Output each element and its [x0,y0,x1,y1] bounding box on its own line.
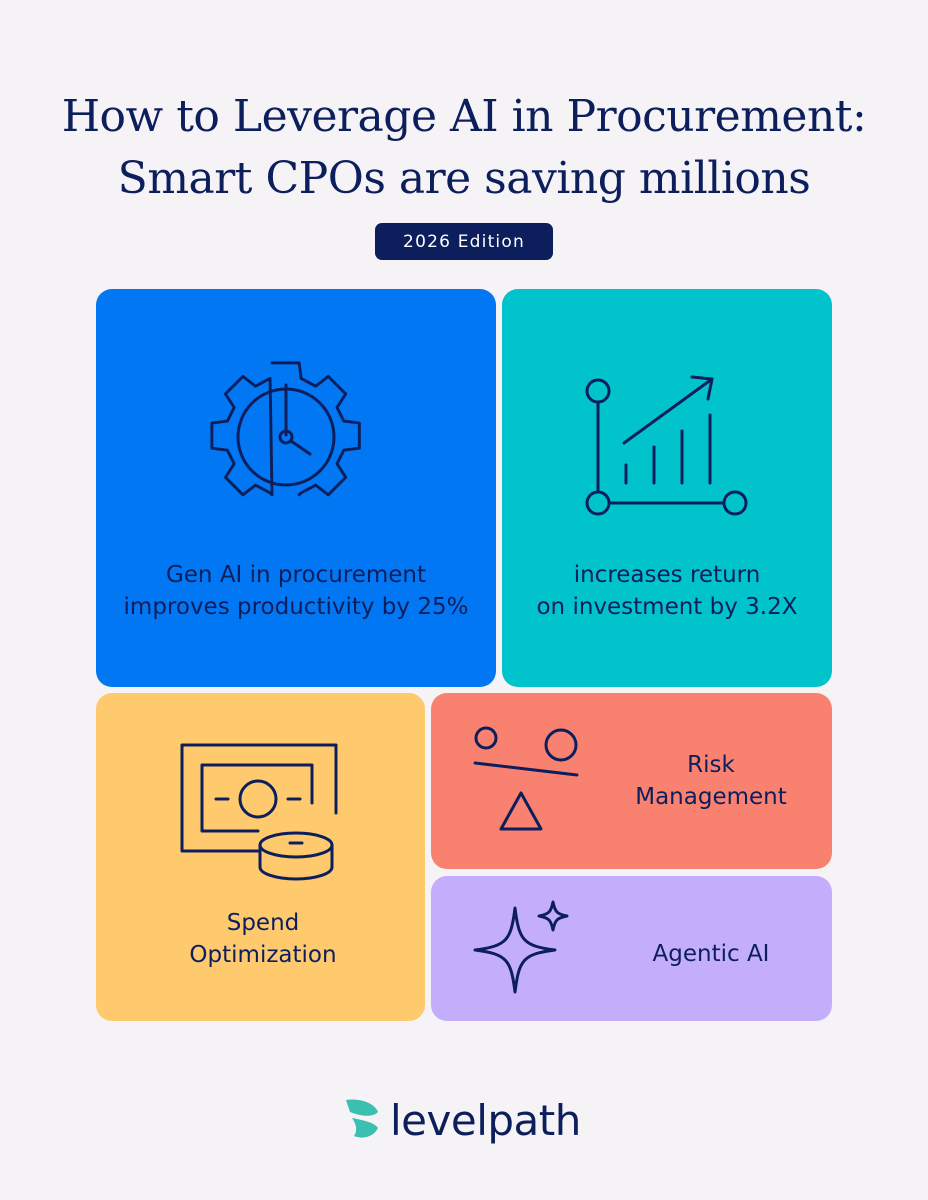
roi-card: increases return on investment by 3.2X [502,289,832,687]
risk-card: Risk Management [431,693,832,869]
productivity-card: Gen AI in procurement improves productiv… [96,289,496,687]
edition-badge: 2026 Edition [375,223,553,260]
page-title: How to Leverage AI in Procurement: Smart… [0,86,928,210]
logo-wordmark: levelpath [390,1095,581,1145]
roi-line-2: on investment by 3.2X [536,594,798,620]
levelpath-logo-icon [344,1096,382,1145]
agentic-text: Agentic AI [652,941,770,967]
growth-chart-icon [580,371,760,521]
productivity-line-1: Gen AI in procurement [165,562,427,588]
money-coins-icon [178,741,348,891]
title-line-2: Smart CPOs are saving millions [117,153,811,204]
productivity-line-2: improves productivity by 25% [123,594,469,620]
agentic-card: Agentic AI [431,876,832,1021]
risk-line-2: Management [635,784,787,810]
productivity-text: Gen AI in procurement improves productiv… [96,559,496,623]
sparkle-icon [471,900,581,1000]
risk-line-1: Risk [687,752,735,778]
balance-shapes-icon [471,723,591,843]
levelpath-logo: levelpath [344,1092,581,1148]
spend-card: Spend Optimization [96,693,425,1021]
spend-line-2: Optimization [189,942,337,968]
gear-clock-icon [204,361,374,501]
roi-text: increases return on investment by 3.2X [502,559,832,623]
title-line-1: How to Leverage AI in Procurement: [61,91,867,142]
roi-line-1: increases return [573,562,761,588]
risk-text: Risk Management [611,749,811,813]
spend-text: Spend Optimization [158,907,368,971]
spend-line-1: Spend [226,910,300,936]
